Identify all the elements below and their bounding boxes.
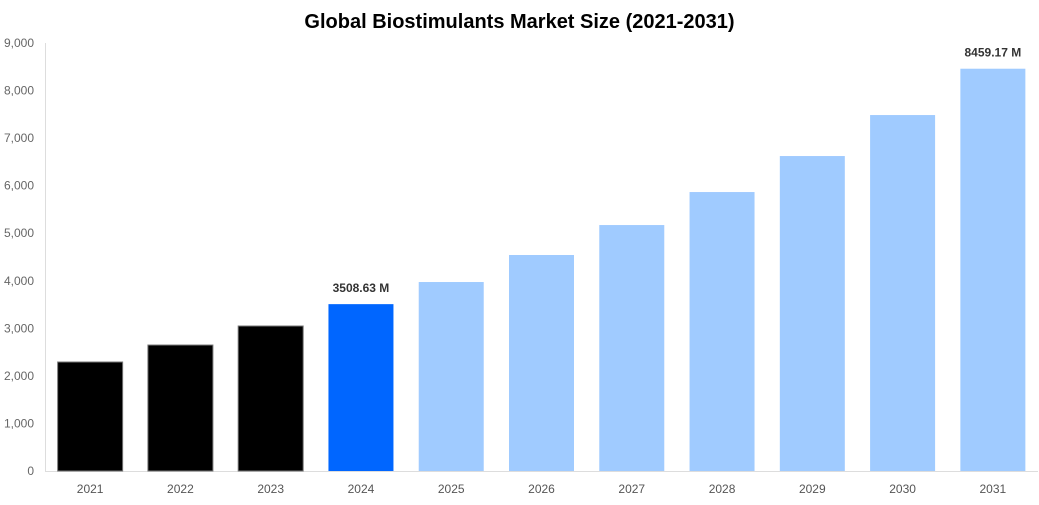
bar-2025 (418, 282, 484, 471)
bar-2022 (147, 344, 214, 472)
x-tick-label: 2031 (980, 482, 1007, 496)
y-tick-label: 8,000 (4, 84, 34, 98)
y-tick-label: 7,000 (4, 131, 34, 145)
x-tick-label: 2021 (77, 482, 104, 496)
bar-2027 (599, 225, 665, 471)
bar-2026 (509, 255, 574, 471)
y-tick-label: 5,000 (4, 226, 34, 240)
bar-2029 (779, 156, 845, 471)
y-tick-label: 6,000 (4, 179, 34, 193)
x-tick-label: 2022 (167, 482, 194, 496)
x-tick-label: 2024 (348, 482, 375, 496)
x-tick-label: 2028 (709, 482, 736, 496)
bar-2031 (960, 68, 1026, 471)
bar-2023 (237, 325, 304, 472)
chart-title: Global Biostimulants Market Size (2021-2… (304, 11, 734, 33)
bar-2021 (57, 361, 124, 472)
x-tick-label: 2025 (438, 482, 465, 496)
bar-2028 (689, 192, 755, 471)
bar-2024 (328, 304, 394, 471)
y-tick-label: 3,000 (4, 321, 34, 335)
x-tick-label: 2023 (257, 482, 284, 496)
y-tick-label: 9,000 (4, 36, 34, 50)
y-tick-label: 0 (27, 464, 34, 478)
data-label: 3508.63 M (333, 281, 390, 295)
x-tick-label: 2026 (528, 482, 555, 496)
x-tick-label: 2027 (618, 482, 645, 496)
y-tick-label: 1,000 (4, 416, 34, 430)
x-tick-label: 2030 (889, 482, 916, 496)
x-tick-label: 2029 (799, 482, 826, 496)
data-label: 8459.17 M (965, 46, 1022, 60)
y-tick-label: 4,000 (4, 274, 34, 288)
y-tick-label: 2,000 (4, 369, 34, 383)
bar-2030 (870, 115, 936, 472)
